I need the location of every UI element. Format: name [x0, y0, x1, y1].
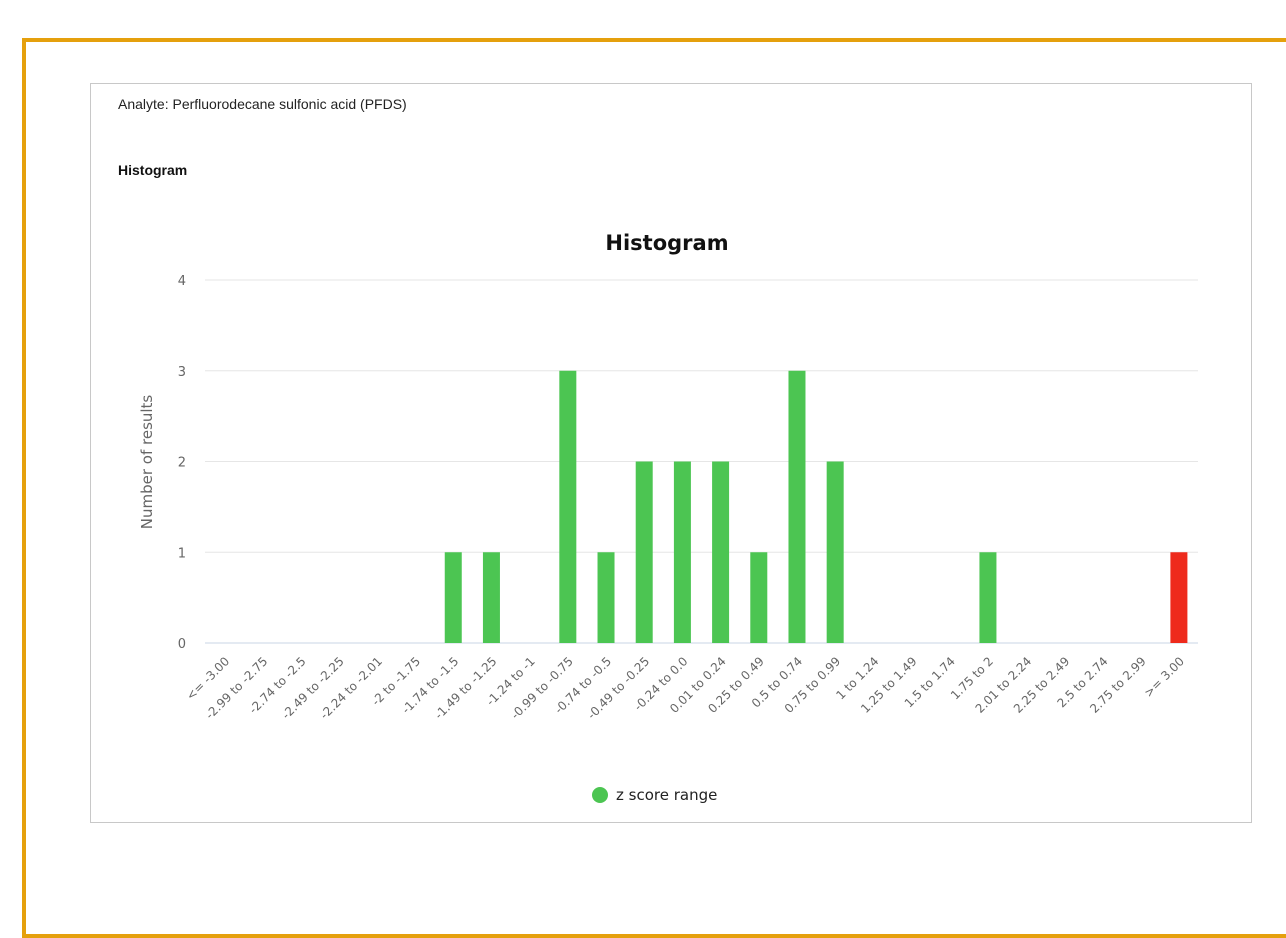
bar: [979, 552, 997, 643]
x-tick-label: >= 3.00: [1141, 654, 1187, 700]
section-title: Histogram: [118, 162, 188, 178]
y-tick-label: 1: [178, 546, 186, 561]
page: {"analyte": "Analyte: Perfluorodecane su…: [22, 38, 1286, 938]
analyte-label: Analyte: Perfluorodecane sulfonic acid (…: [118, 96, 407, 112]
legend-marker: [592, 787, 608, 803]
y-axis-label: Number of results: [138, 395, 156, 530]
y-tick-label: 3: [178, 365, 186, 380]
y-tick-label: 0: [178, 637, 186, 652]
y-tick-label: 2: [178, 456, 186, 471]
bar: [788, 370, 806, 643]
bar: [673, 461, 691, 643]
bar: [482, 552, 500, 643]
bar: [559, 370, 577, 643]
bar: [635, 461, 653, 643]
bar: [444, 552, 462, 643]
bar: [1170, 552, 1188, 643]
bar: [597, 552, 615, 643]
legend-label: z score range: [616, 786, 717, 804]
chart-title: Histogram: [605, 231, 728, 255]
y-tick-label: 4: [178, 274, 186, 289]
bar: [712, 461, 730, 643]
panel: [90, 83, 1252, 823]
bar: [826, 461, 844, 643]
bar: [750, 552, 768, 643]
